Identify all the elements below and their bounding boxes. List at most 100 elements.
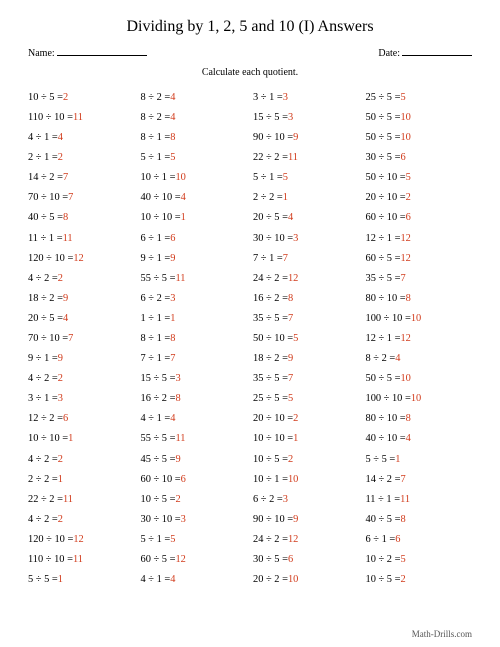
- date-field: Date:: [378, 46, 472, 59]
- equation: 50 ÷ 10 =: [366, 173, 406, 183]
- equation: 55 ÷ 5 =: [141, 434, 176, 444]
- answer: 5: [293, 334, 298, 344]
- equation: 60 ÷ 10 =: [141, 475, 181, 485]
- division-problem: 10 ÷ 1 = 10: [141, 168, 248, 188]
- equation: 110 ÷ 10 =: [28, 113, 73, 123]
- division-problem: 60 ÷ 10 = 6: [366, 209, 473, 229]
- problem-column: 10 ÷ 5 = 2110 ÷ 10 = 114 ÷ 1 = 42 ÷ 1 = …: [28, 88, 135, 590]
- equation: 20 ÷ 5 =: [28, 314, 63, 324]
- equation: 4 ÷ 2 =: [28, 455, 58, 465]
- name-blank: [57, 46, 147, 56]
- equation: 5 ÷ 1 =: [253, 173, 283, 183]
- answer: 7: [288, 374, 293, 384]
- answer: 7: [288, 314, 293, 324]
- division-problem: 10 ÷ 10 = 1: [141, 209, 248, 229]
- division-problem: 11 ÷ 1 = 11: [28, 229, 135, 249]
- division-problem: 4 ÷ 1 = 4: [141, 410, 248, 430]
- equation: 5 ÷ 1 =: [141, 153, 171, 163]
- division-problem: 80 ÷ 10 = 8: [366, 410, 473, 430]
- equation: 30 ÷ 5 =: [253, 555, 288, 565]
- division-problem: 100 ÷ 10 = 10: [366, 309, 473, 329]
- equation: 10 ÷ 1 =: [141, 173, 176, 183]
- equation: 5 ÷ 1 =: [141, 535, 171, 545]
- equation: 35 ÷ 5 =: [253, 314, 288, 324]
- answer: 10: [288, 475, 298, 485]
- answer: 11: [73, 113, 83, 123]
- division-problem: 4 ÷ 2 = 2: [28, 269, 135, 289]
- answer: 3: [288, 113, 293, 123]
- equation: 9 ÷ 1 =: [141, 254, 171, 264]
- answer: 7: [283, 254, 288, 264]
- equation: 10 ÷ 10 =: [28, 434, 68, 444]
- answer: 9: [63, 294, 68, 304]
- equation: 12 ÷ 2 =: [28, 414, 63, 424]
- answer: 2: [400, 575, 405, 585]
- answer: 12: [288, 535, 298, 545]
- answer: 9: [293, 515, 298, 525]
- equation: 22 ÷ 2 =: [253, 153, 288, 163]
- equation: 11 ÷ 1 =: [28, 234, 63, 244]
- equation: 10 ÷ 2 =: [366, 555, 401, 565]
- division-problem: 18 ÷ 2 = 9: [253, 349, 360, 369]
- division-problem: 80 ÷ 10 = 8: [366, 289, 473, 309]
- answer: 4: [170, 93, 175, 103]
- answer: 5: [283, 173, 288, 183]
- answer: 3: [283, 93, 288, 103]
- division-problem: 4 ÷ 1 = 4: [141, 570, 248, 590]
- division-problem: 12 ÷ 1 = 12: [366, 329, 473, 349]
- division-problem: 24 ÷ 2 = 12: [253, 269, 360, 289]
- answer: 5: [400, 93, 405, 103]
- footer-credit: Math-Drills.com: [412, 629, 472, 639]
- division-problem: 4 ÷ 2 = 2: [28, 450, 135, 470]
- answer: 3: [181, 515, 186, 525]
- answer: 8: [170, 133, 175, 143]
- division-problem: 55 ÷ 5 = 11: [141, 269, 248, 289]
- answer: 1: [58, 575, 63, 585]
- equation: 40 ÷ 10 =: [141, 193, 181, 203]
- answer: 2: [58, 274, 63, 284]
- equation: 4 ÷ 1 =: [28, 133, 58, 143]
- equation: 60 ÷ 10 =: [366, 213, 406, 223]
- division-problem: 10 ÷ 5 = 2: [366, 570, 473, 590]
- answer: 11: [288, 153, 298, 163]
- division-problem: 50 ÷ 5 = 10: [366, 128, 473, 148]
- answer: 8: [400, 515, 405, 525]
- answer: 4: [58, 133, 63, 143]
- answer: 10: [400, 113, 410, 123]
- equation: 20 ÷ 10 =: [253, 414, 293, 424]
- answer: 6: [288, 555, 293, 565]
- equation: 10 ÷ 1 =: [253, 475, 288, 485]
- equation: 10 ÷ 5 =: [366, 575, 401, 585]
- equation: 14 ÷ 2 =: [366, 475, 401, 485]
- equation: 16 ÷ 2 =: [253, 294, 288, 304]
- answer: 3: [175, 374, 180, 384]
- division-problem: 35 ÷ 5 = 7: [366, 269, 473, 289]
- division-problem: 4 ÷ 2 = 2: [28, 510, 135, 530]
- answer: 5: [170, 535, 175, 545]
- answer: 1: [58, 475, 63, 485]
- answer: 12: [400, 334, 410, 344]
- answer: 7: [400, 274, 405, 284]
- equation: 45 ÷ 5 =: [141, 455, 176, 465]
- equation: 50 ÷ 5 =: [366, 374, 401, 384]
- division-problem: 30 ÷ 5 = 6: [366, 148, 473, 168]
- answer: 8: [406, 294, 411, 304]
- equation: 2 ÷ 2 =: [253, 193, 283, 203]
- answer: 10: [400, 374, 410, 384]
- division-problem: 1 ÷ 1 = 1: [141, 309, 248, 329]
- equation: 50 ÷ 5 =: [366, 113, 401, 123]
- equation: 2 ÷ 1 =: [28, 153, 58, 163]
- equation: 80 ÷ 10 =: [366, 414, 406, 424]
- answer: 6: [406, 213, 411, 223]
- division-problem: 110 ÷ 10 = 11: [28, 108, 135, 128]
- equation: 4 ÷ 1 =: [141, 575, 171, 585]
- equation: 3 ÷ 1 =: [28, 394, 58, 404]
- division-problem: 7 ÷ 1 = 7: [141, 349, 248, 369]
- answer: 6: [400, 153, 405, 163]
- division-problem: 2 ÷ 1 = 2: [28, 148, 135, 168]
- equation: 55 ÷ 5 =: [141, 274, 176, 284]
- answer: 1: [283, 193, 288, 203]
- division-problem: 6 ÷ 2 = 3: [141, 289, 248, 309]
- equation: 40 ÷ 5 =: [366, 515, 401, 525]
- answer: 2: [406, 193, 411, 203]
